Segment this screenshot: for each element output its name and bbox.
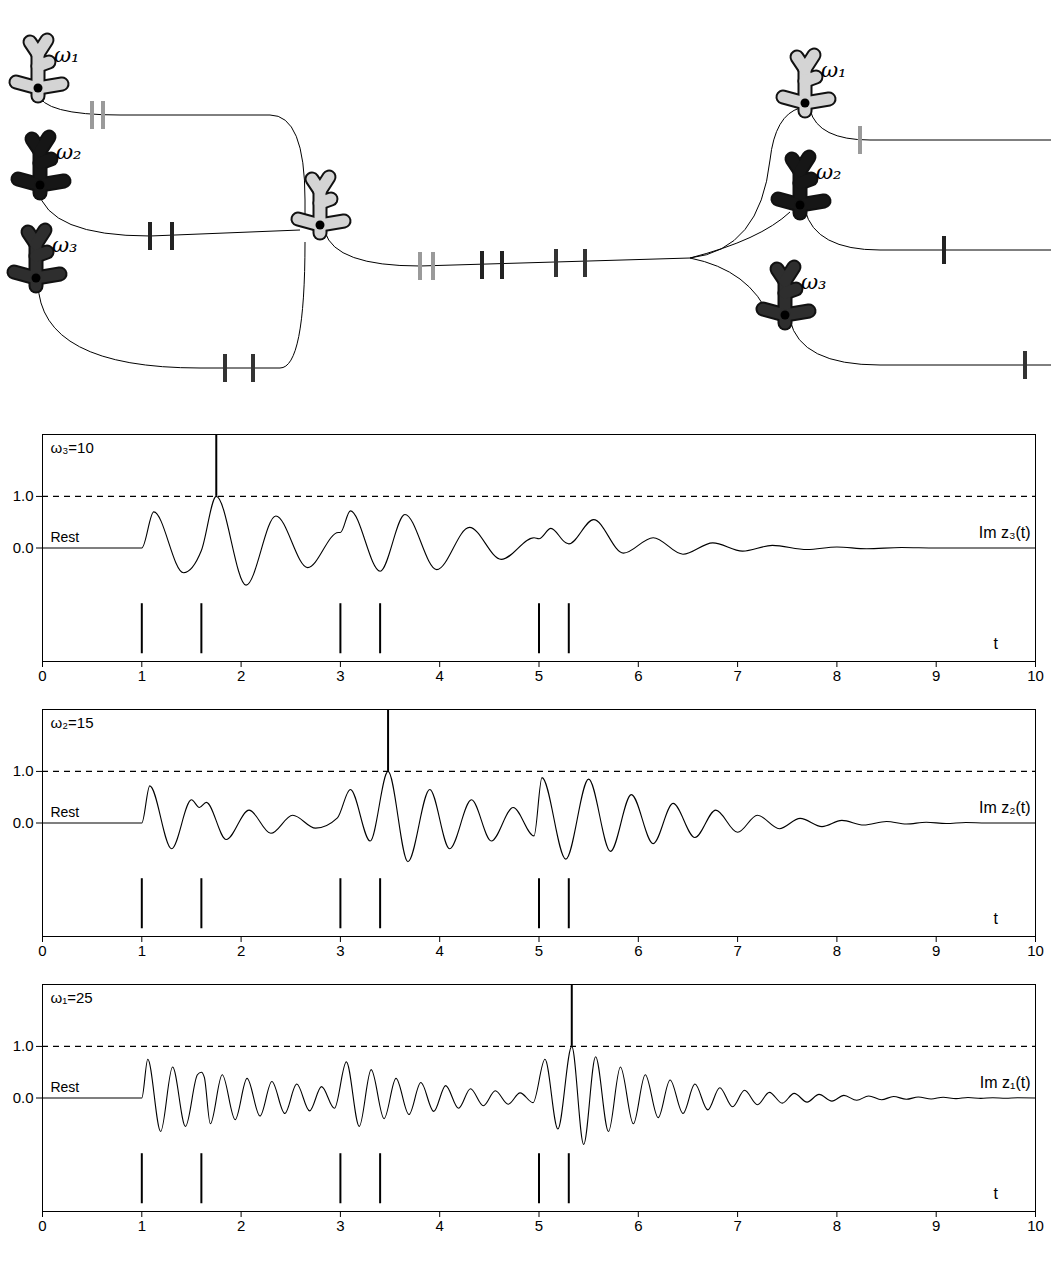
- svg-text:4: 4: [436, 942, 444, 959]
- svg-text:7: 7: [733, 942, 741, 959]
- svg-text:10: 10: [1027, 942, 1044, 959]
- svg-text:4: 4: [436, 1217, 444, 1234]
- svg-text:0: 0: [38, 667, 46, 684]
- svg-text:t: t: [994, 635, 999, 652]
- svg-text:10: 10: [1027, 1217, 1044, 1234]
- svg-text:5: 5: [535, 667, 543, 684]
- svg-text:4: 4: [436, 667, 444, 684]
- svg-text:t: t: [994, 910, 999, 927]
- svg-text:ω₁: ω₁: [54, 43, 80, 67]
- svg-text:1.0: 1.0: [13, 1037, 34, 1054]
- svg-text:7: 7: [733, 667, 741, 684]
- svg-text:0.0: 0.0: [13, 539, 34, 556]
- svg-text:8: 8: [833, 1217, 841, 1234]
- svg-text:0: 0: [38, 1217, 46, 1234]
- svg-text:8: 8: [833, 942, 841, 959]
- svg-text:0: 0: [38, 942, 46, 959]
- svg-text:9: 9: [932, 1217, 940, 1234]
- svg-text:Im z₃(t): Im z₃(t): [979, 524, 1031, 541]
- svg-text:10: 10: [1027, 667, 1044, 684]
- svg-text:2: 2: [237, 942, 245, 959]
- svg-text:5: 5: [535, 942, 543, 959]
- svg-text:1: 1: [138, 942, 146, 959]
- svg-text:5: 5: [535, 1217, 543, 1234]
- svg-text:2: 2: [237, 667, 245, 684]
- svg-text:1: 1: [138, 667, 146, 684]
- svg-text:1: 1: [138, 1217, 146, 1234]
- svg-text:Rest: Rest: [50, 804, 79, 820]
- svg-text:ω₂: ω₂: [816, 160, 842, 184]
- svg-text:ω₃=10: ω₃=10: [51, 439, 94, 456]
- svg-text:7: 7: [733, 1217, 741, 1234]
- svg-text:6: 6: [634, 667, 642, 684]
- svg-text:2: 2: [237, 1217, 245, 1234]
- svg-text:ω₁=25: ω₁=25: [51, 989, 93, 1006]
- svg-text:3: 3: [336, 942, 344, 959]
- svg-text:ω₃: ω₃: [801, 270, 827, 294]
- svg-text:ω₂=15: ω₂=15: [51, 714, 94, 731]
- svg-text:Rest: Rest: [50, 529, 79, 545]
- svg-text:9: 9: [932, 942, 940, 959]
- svg-text:ω₃: ω₃: [52, 233, 78, 257]
- svg-text:3: 3: [336, 667, 344, 684]
- svg-text:1.0: 1.0: [13, 762, 34, 779]
- svg-text:6: 6: [634, 1217, 642, 1234]
- svg-text:Im z₁(t): Im z₁(t): [980, 1074, 1031, 1091]
- svg-text:6: 6: [634, 942, 642, 959]
- svg-text:Im z₂(t): Im z₂(t): [979, 799, 1031, 816]
- svg-text:0.0: 0.0: [13, 1089, 34, 1106]
- svg-text:ω₂: ω₂: [56, 140, 82, 164]
- svg-text:ω₁: ω₁: [821, 58, 847, 82]
- svg-text:3: 3: [336, 1217, 344, 1234]
- svg-text:1.0: 1.0: [13, 487, 34, 504]
- svg-text:8: 8: [833, 667, 841, 684]
- svg-text:9: 9: [932, 667, 940, 684]
- svg-text:0.0: 0.0: [13, 814, 34, 831]
- svg-text:Rest: Rest: [50, 1079, 79, 1095]
- svg-text:t: t: [994, 1185, 999, 1202]
